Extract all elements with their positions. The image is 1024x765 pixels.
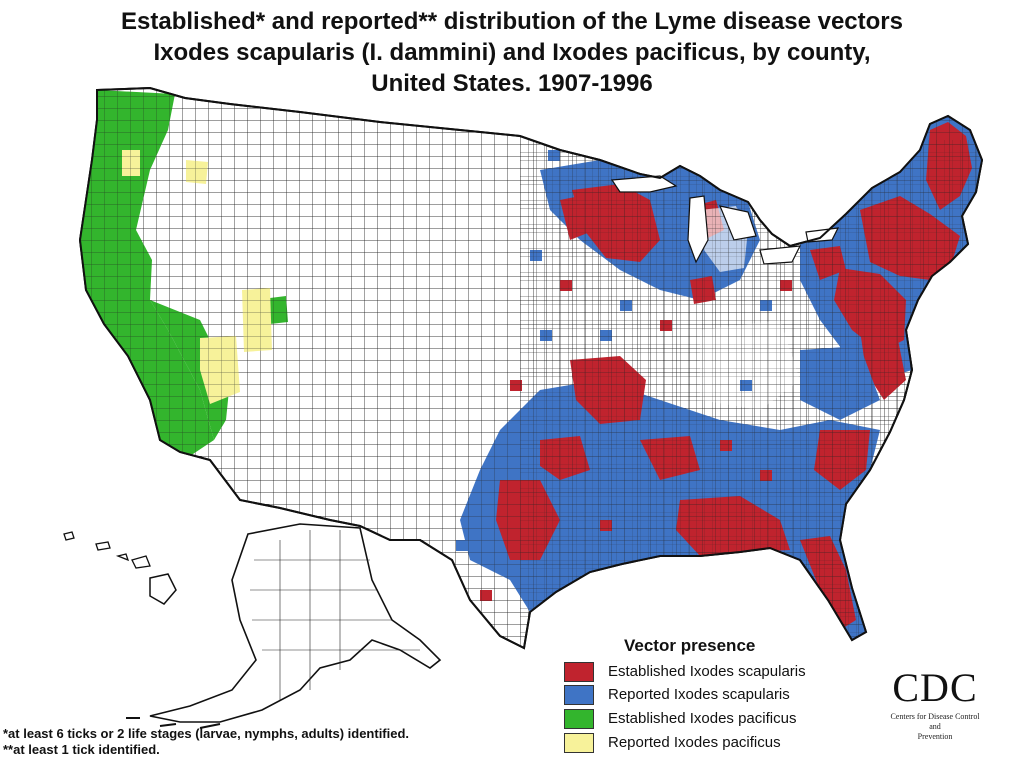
- swatch-established-scapularis: [564, 662, 594, 682]
- swatch-reported-pacificus: [564, 733, 594, 753]
- legend-label: Reported Ixodes scapularis: [608, 686, 790, 703]
- legend-label: Reported Ixodes pacificus: [608, 734, 781, 751]
- vector-regions: [80, 88, 982, 648]
- alaska: [126, 523, 442, 729]
- legend: Vector presence Established Ixodes scapu…: [562, 634, 862, 759]
- map-title: Established* and reported** distribution…: [0, 6, 1024, 99]
- title-line-3: United States. 1907-1996: [371, 70, 653, 97]
- great-lakes: [610, 175, 840, 265]
- cdc-subtitle-line-1: Centers for Disease Control: [890, 712, 980, 721]
- footnote-reported: **at least 1 tick identified.: [3, 742, 160, 757]
- footnotes: *at least 6 ticks or 2 life stages (larv…: [3, 726, 409, 758]
- cdc-logo-text: CDC: [892, 665, 978, 710]
- cdc-subtitle-line-3: Prevention: [917, 732, 953, 741]
- hawaii: [63, 531, 177, 605]
- title-line-2: Ixodes scapularis (I. dammini) and Ixode…: [153, 39, 871, 66]
- swatch-established-pacificus: [564, 709, 594, 729]
- footnote-established: *at least 6 ticks or 2 life stages (larv…: [3, 726, 410, 741]
- legend-title: Vector presence: [624, 636, 756, 655]
- cdc-subtitle-line-2: and: [929, 722, 941, 731]
- cdc-logo: CDC Centers for Disease Control and Prev…: [870, 668, 1000, 753]
- legend-label: Established Ixodes pacificus: [608, 710, 797, 727]
- swatch-reported-scapularis: [564, 685, 594, 705]
- cdc-logo-subtitle: Centers for Disease Control and Preventi…: [870, 712, 1000, 742]
- legend-label: Established Ixodes scapularis: [608, 663, 806, 680]
- title-line-1: Established* and reported** distribution…: [121, 8, 903, 35]
